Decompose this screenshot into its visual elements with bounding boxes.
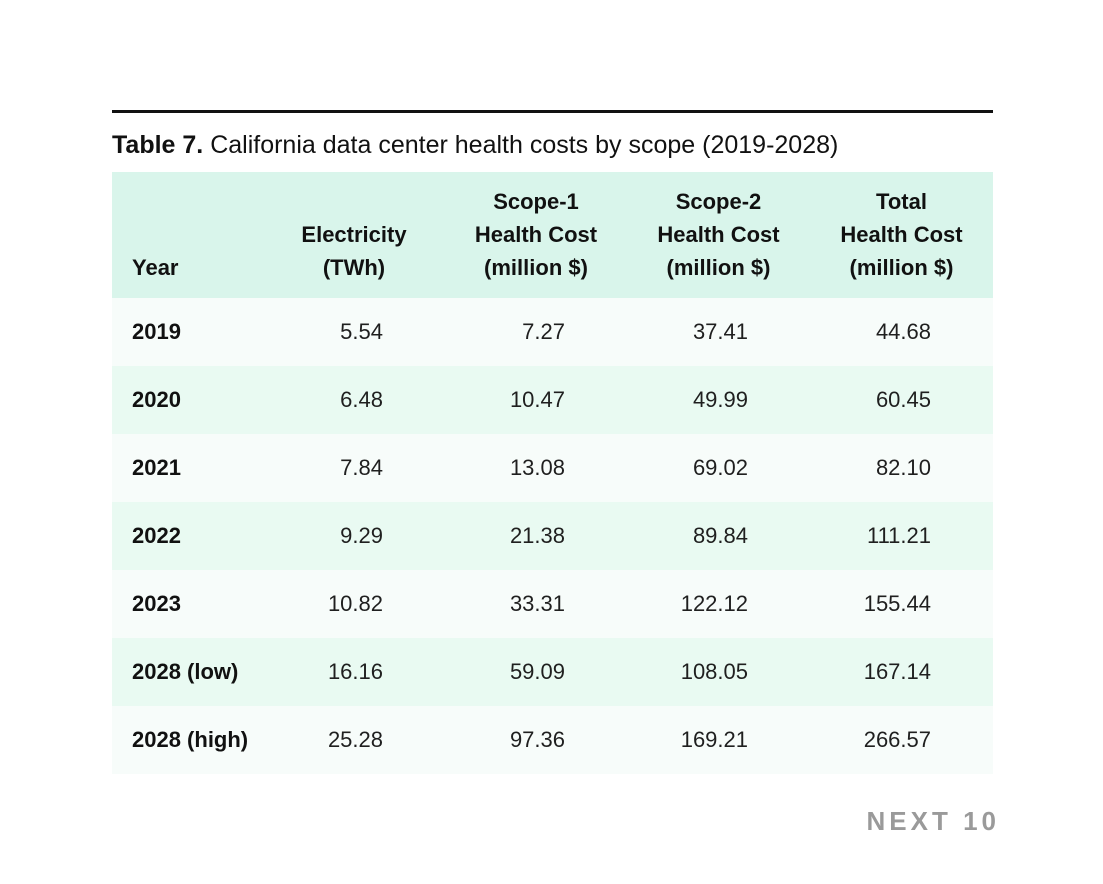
year-cell: 2022 xyxy=(112,502,263,570)
table-row: 2020 6.48 10.47 49.99 60.45 xyxy=(112,366,993,434)
scope1-cell: 33.31 xyxy=(445,570,627,638)
scope2-cell: 89.84 xyxy=(627,502,810,570)
header-line: (TWh) xyxy=(322,255,386,280)
total-cell: 155.44 xyxy=(810,570,993,638)
column-header-scope2-health-cost: Scope-2 Health Cost (million $) xyxy=(627,172,810,298)
scope2-cell: 37.41 xyxy=(627,298,810,366)
scope1-cell: 13.08 xyxy=(445,434,627,502)
total-cell: 266.57 xyxy=(810,706,993,774)
scope2-cell: 108.05 xyxy=(627,638,810,706)
table-row: 2023 10.82 33.31 122.12 155.44 xyxy=(112,570,993,638)
table-row: 2021 7.84 13.08 69.02 82.10 xyxy=(112,434,993,502)
scope1-cell: 97.36 xyxy=(445,706,627,774)
header-line: (million $) xyxy=(666,255,771,280)
next10-logo: NEXT 10 xyxy=(866,806,1000,836)
header-line: Scope-2 xyxy=(675,189,762,214)
year-cell: 2028 (low) xyxy=(112,638,263,706)
table-title: Table 7. California data center health c… xyxy=(112,130,993,160)
scope2-cell: 49.99 xyxy=(627,366,810,434)
header-line: Electricity xyxy=(301,222,407,247)
scope1-cell: 7.27 xyxy=(445,298,627,366)
year-cell: 2021 xyxy=(112,434,263,502)
table-row: 2028 (low) 16.16 59.09 108.05 167.14 xyxy=(112,638,993,706)
table-caption: California data center health costs by s… xyxy=(203,131,839,159)
header-line: (million $) xyxy=(484,255,588,280)
health-costs-table: Year Electricity (TWh) Scope-1 Health Co… xyxy=(112,172,993,774)
table-row: 2019 5.54 7.27 37.41 44.68 xyxy=(112,298,993,366)
header-row: Year Electricity (TWh) Scope-1 Health Co… xyxy=(112,172,993,298)
table-number-label: Table 7. xyxy=(112,131,204,159)
electricity-cell: 16.16 xyxy=(263,638,445,706)
column-header-year: Year xyxy=(112,172,263,298)
scope1-cell: 59.09 xyxy=(445,638,627,706)
total-cell: 167.14 xyxy=(810,638,993,706)
year-cell: 2019 xyxy=(112,298,263,366)
electricity-cell: 9.29 xyxy=(263,502,445,570)
scope2-cell: 69.02 xyxy=(627,434,810,502)
year-cell: 2020 xyxy=(112,366,263,434)
divider-rule xyxy=(112,110,993,113)
year-cell: 2028 (high) xyxy=(112,706,263,774)
scope2-cell: 122.12 xyxy=(627,570,810,638)
header-line: (million $) xyxy=(849,255,954,280)
scope1-cell: 10.47 xyxy=(445,366,627,434)
table-row: 2028 (high) 25.28 97.36 169.21 266.57 xyxy=(112,706,993,774)
electricity-cell: 6.48 xyxy=(263,366,445,434)
header-line: Year xyxy=(132,255,179,280)
electricity-cell: 5.54 xyxy=(263,298,445,366)
year-cell: 2023 xyxy=(112,570,263,638)
header-line: Scope-1 xyxy=(493,189,579,214)
scope2-cell: 169.21 xyxy=(627,706,810,774)
scope1-cell: 21.38 xyxy=(445,502,627,570)
electricity-cell: 7.84 xyxy=(263,434,445,502)
electricity-cell: 25.28 xyxy=(263,706,445,774)
header-line: Health Cost xyxy=(657,222,780,247)
total-cell: 44.68 xyxy=(810,298,993,366)
column-header-scope1-health-cost: Scope-1 Health Cost (million $) xyxy=(445,172,627,298)
header-line: Health Cost xyxy=(474,222,598,247)
total-cell: 60.45 xyxy=(810,366,993,434)
total-cell: 111.21 xyxy=(810,502,993,570)
table-row: 2022 9.29 21.38 89.84 111.21 xyxy=(112,502,993,570)
header-line: Health Cost xyxy=(840,222,963,247)
header-line: Total xyxy=(876,189,927,214)
column-header-electricity: Electricity (TWh) xyxy=(263,172,445,298)
total-cell: 82.10 xyxy=(810,434,993,502)
column-header-total-health-cost: Total Health Cost (million $) xyxy=(810,172,993,298)
electricity-cell: 10.82 xyxy=(263,570,445,638)
